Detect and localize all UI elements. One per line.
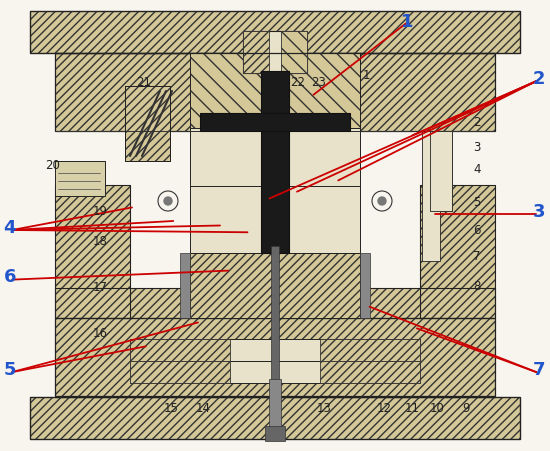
Bar bbox=[190, 253, 360, 318]
Text: 22: 22 bbox=[290, 76, 305, 88]
Bar bbox=[55, 53, 495, 131]
Bar bbox=[430, 131, 452, 211]
Text: 9: 9 bbox=[462, 402, 470, 414]
Circle shape bbox=[378, 197, 386, 205]
Text: 10: 10 bbox=[430, 402, 445, 414]
Bar bbox=[269, 379, 281, 439]
Text: 23: 23 bbox=[311, 76, 326, 88]
Bar bbox=[190, 53, 360, 128]
Text: 6: 6 bbox=[473, 224, 481, 236]
Text: 12: 12 bbox=[377, 402, 392, 414]
Bar bbox=[30, 11, 520, 53]
Bar bbox=[30, 11, 520, 53]
Text: 8: 8 bbox=[473, 280, 480, 293]
Bar bbox=[55, 318, 495, 396]
Text: 7: 7 bbox=[473, 250, 481, 262]
Bar bbox=[130, 361, 230, 383]
Text: 6: 6 bbox=[4, 268, 16, 286]
Bar bbox=[430, 131, 452, 211]
Bar bbox=[420, 185, 495, 318]
Text: 14: 14 bbox=[195, 402, 210, 414]
Text: 4: 4 bbox=[473, 163, 481, 175]
Bar bbox=[281, 31, 307, 73]
Circle shape bbox=[164, 197, 172, 205]
Bar bbox=[130, 339, 230, 361]
Text: 16: 16 bbox=[92, 327, 107, 340]
Bar bbox=[130, 361, 420, 383]
Bar bbox=[320, 361, 420, 383]
Text: 2: 2 bbox=[533, 70, 545, 88]
Text: 17: 17 bbox=[92, 281, 107, 294]
Bar bbox=[200, 113, 350, 131]
Bar bbox=[190, 253, 360, 318]
Text: 7: 7 bbox=[533, 361, 545, 379]
Bar bbox=[271, 246, 279, 396]
Bar bbox=[55, 185, 130, 318]
Text: 2: 2 bbox=[473, 116, 481, 129]
Text: 11: 11 bbox=[404, 402, 419, 414]
Bar bbox=[360, 253, 370, 318]
Text: 19: 19 bbox=[92, 206, 107, 218]
Bar bbox=[190, 53, 360, 128]
Text: 15: 15 bbox=[164, 402, 179, 414]
Bar bbox=[190, 128, 360, 253]
Bar bbox=[130, 339, 420, 361]
Bar bbox=[55, 288, 495, 318]
Bar bbox=[55, 318, 495, 396]
Bar bbox=[261, 71, 289, 253]
Bar bbox=[125, 86, 170, 161]
Text: 13: 13 bbox=[316, 402, 331, 414]
Text: 1: 1 bbox=[401, 13, 413, 31]
Text: 5: 5 bbox=[4, 361, 16, 379]
Bar bbox=[180, 253, 190, 318]
Text: 4: 4 bbox=[4, 219, 16, 237]
Text: 5: 5 bbox=[473, 197, 480, 209]
Text: 20: 20 bbox=[45, 160, 60, 172]
Text: 3: 3 bbox=[473, 142, 480, 154]
Text: 21: 21 bbox=[136, 76, 151, 88]
Bar bbox=[243, 31, 307, 73]
Bar bbox=[30, 397, 520, 439]
Bar bbox=[320, 339, 420, 361]
Bar bbox=[55, 161, 105, 196]
Bar bbox=[55, 288, 495, 318]
Text: 3: 3 bbox=[533, 203, 545, 221]
Bar bbox=[30, 397, 520, 439]
Bar bbox=[420, 185, 495, 318]
Bar bbox=[422, 131, 440, 261]
Bar bbox=[265, 426, 285, 441]
Bar bbox=[243, 31, 269, 73]
Bar bbox=[55, 161, 105, 196]
Text: 18: 18 bbox=[92, 235, 107, 248]
Bar bbox=[55, 53, 495, 131]
Bar bbox=[125, 86, 170, 161]
Bar bbox=[55, 185, 130, 318]
Text: 1: 1 bbox=[363, 69, 371, 82]
